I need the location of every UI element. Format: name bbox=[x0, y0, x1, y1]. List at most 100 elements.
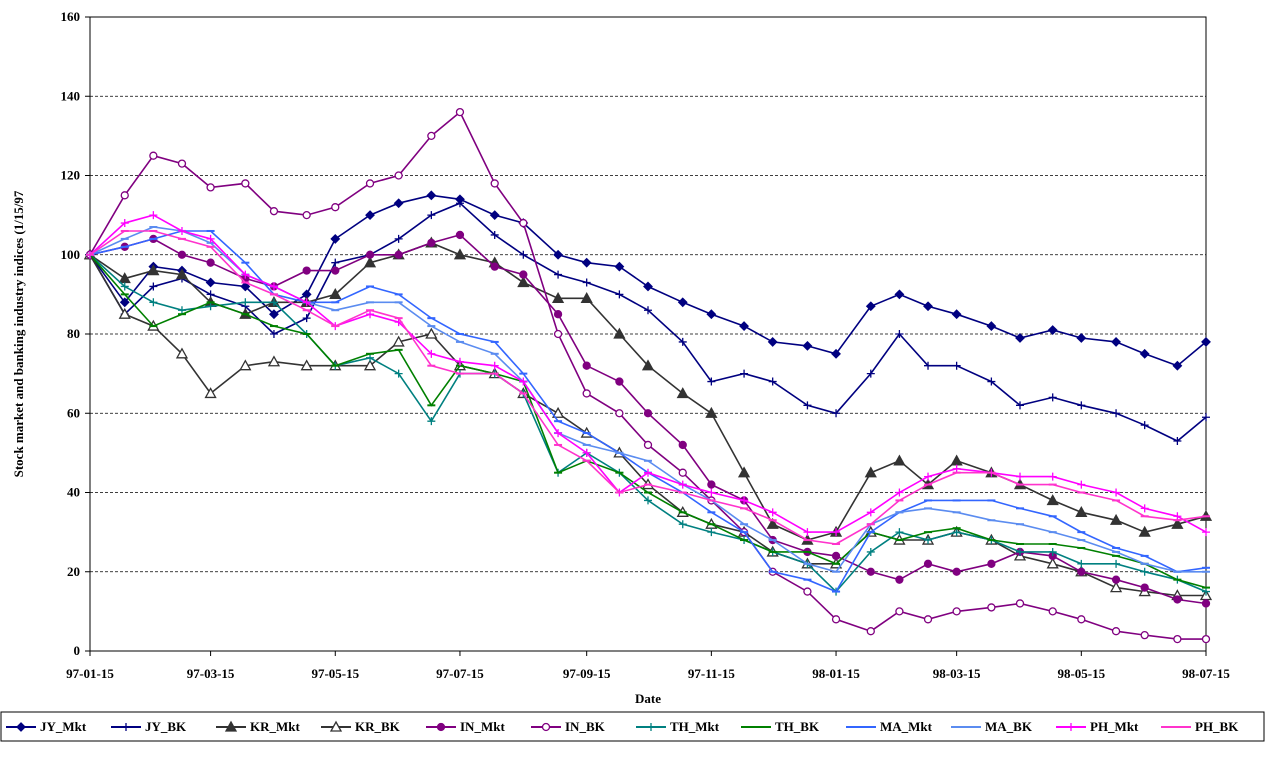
y-tick-label: 20 bbox=[67, 564, 80, 579]
marker bbox=[331, 266, 340, 275]
marker bbox=[1172, 360, 1183, 371]
marker bbox=[1076, 333, 1087, 343]
x-tick-label: 97-01-15 bbox=[66, 666, 114, 681]
x-axis-label: Date bbox=[635, 691, 661, 706]
marker bbox=[615, 377, 624, 386]
marker bbox=[302, 314, 311, 323]
marker bbox=[519, 270, 528, 279]
y-tick-label: 80 bbox=[67, 326, 80, 341]
marker bbox=[987, 559, 996, 568]
marker bbox=[1140, 583, 1149, 592]
marker bbox=[1015, 599, 1025, 608]
marker bbox=[895, 607, 904, 616]
marker bbox=[239, 359, 252, 371]
marker bbox=[644, 496, 652, 505]
x-tick-label: 97-11-15 bbox=[688, 666, 735, 681]
marker bbox=[707, 528, 716, 537]
marker bbox=[678, 520, 687, 529]
marker bbox=[1048, 607, 1057, 616]
marker bbox=[893, 454, 906, 466]
marker bbox=[1112, 559, 1121, 568]
marker bbox=[1111, 627, 1121, 636]
marker bbox=[394, 250, 403, 259]
marker bbox=[643, 409, 653, 418]
marker bbox=[204, 387, 217, 399]
marker bbox=[952, 528, 961, 537]
marker bbox=[426, 190, 437, 201]
marker bbox=[365, 250, 375, 259]
marker bbox=[582, 389, 591, 398]
marker bbox=[1201, 634, 1211, 644]
y-tick-label: 140 bbox=[61, 88, 81, 103]
y-tick-label: 160 bbox=[61, 9, 81, 24]
marker bbox=[1140, 504, 1149, 513]
marker bbox=[952, 567, 961, 576]
marker bbox=[832, 528, 841, 537]
marker bbox=[987, 603, 996, 612]
marker bbox=[1202, 413, 1210, 422]
marker bbox=[147, 264, 160, 276]
marker bbox=[768, 377, 777, 386]
marker bbox=[895, 330, 904, 338]
marker bbox=[739, 321, 749, 331]
marker bbox=[740, 369, 749, 378]
marker bbox=[803, 528, 812, 537]
marker bbox=[300, 359, 313, 371]
legend-label: TH_Mkt bbox=[670, 719, 720, 734]
marker bbox=[644, 468, 652, 477]
y-tick-label: 100 bbox=[61, 247, 81, 262]
legend-marker bbox=[541, 722, 551, 732]
marker bbox=[1015, 333, 1025, 343]
marker bbox=[120, 282, 129, 291]
x-tick-label: 98-03-15 bbox=[933, 666, 981, 681]
marker bbox=[1048, 393, 1057, 402]
legend-marker bbox=[16, 722, 26, 732]
marker bbox=[455, 357, 464, 366]
marker bbox=[768, 508, 777, 517]
marker bbox=[363, 256, 377, 268]
marker bbox=[425, 327, 438, 339]
marker bbox=[392, 335, 405, 347]
legend-box bbox=[0, 711, 1265, 742]
marker bbox=[615, 290, 624, 299]
marker bbox=[553, 249, 563, 260]
marker bbox=[866, 369, 875, 378]
marker bbox=[895, 575, 904, 584]
legend-label: KR_BK bbox=[355, 719, 401, 734]
marker bbox=[831, 348, 841, 359]
marker bbox=[206, 183, 215, 192]
marker bbox=[269, 207, 279, 216]
marker bbox=[149, 211, 158, 220]
marker bbox=[1047, 325, 1058, 335]
marker bbox=[206, 234, 215, 243]
y-tick-label: 120 bbox=[61, 168, 81, 183]
marker bbox=[641, 359, 655, 371]
marker bbox=[240, 281, 251, 292]
marker bbox=[866, 627, 875, 636]
legend-label: KR_Mkt bbox=[250, 719, 301, 734]
marker bbox=[427, 417, 436, 426]
marker bbox=[895, 488, 904, 497]
marker bbox=[1016, 547, 1024, 556]
marker bbox=[365, 210, 375, 221]
marker bbox=[269, 309, 279, 320]
marker bbox=[1016, 401, 1024, 410]
marker bbox=[1173, 634, 1182, 644]
legend-label: PH_Mkt bbox=[1090, 719, 1139, 734]
x-tick-label: 97-05-15 bbox=[311, 666, 359, 681]
legend-marker bbox=[647, 723, 655, 731]
marker bbox=[1201, 337, 1211, 347]
marker bbox=[517, 276, 530, 288]
marker bbox=[831, 551, 841, 561]
marker bbox=[1112, 409, 1121, 418]
marker bbox=[490, 179, 499, 188]
marker bbox=[923, 301, 933, 312]
marker bbox=[1077, 480, 1086, 489]
marker bbox=[613, 327, 626, 339]
marker bbox=[519, 377, 528, 386]
marker bbox=[677, 297, 688, 308]
marker bbox=[120, 219, 129, 228]
marker bbox=[1075, 505, 1088, 517]
marker bbox=[740, 496, 749, 505]
marker bbox=[766, 517, 779, 529]
